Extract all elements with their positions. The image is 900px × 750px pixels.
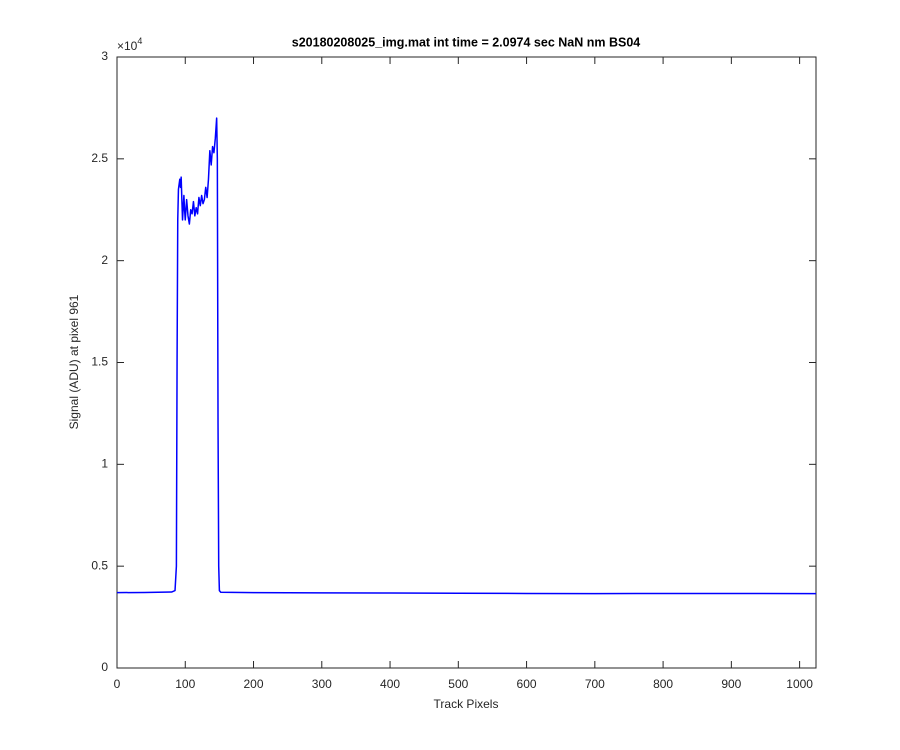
y-tick-label: 3 xyxy=(101,49,108,63)
x-tick-label: 500 xyxy=(448,677,468,691)
x-tick-label: 900 xyxy=(721,677,741,691)
x-tick-label: 600 xyxy=(517,677,537,691)
plot-box xyxy=(116,56,817,669)
y-tick-label: 2 xyxy=(101,253,108,267)
series-line xyxy=(116,117,817,595)
x-tick-label: 700 xyxy=(585,677,605,691)
x-tick-label: 300 xyxy=(312,677,332,691)
x-tick-label: 200 xyxy=(244,677,264,691)
multiplier-exponent: 4 xyxy=(137,36,142,46)
x-tick-label: 400 xyxy=(380,677,400,691)
chart-title: s20180208025_img.mat int time = 2.0974 s… xyxy=(292,35,641,49)
y-tick-label: 2.5 xyxy=(91,151,108,165)
x-tick-label: 100 xyxy=(175,677,195,691)
y-tick-label: 1 xyxy=(101,457,108,471)
y-tick-label: 0.5 xyxy=(91,558,108,572)
y-axis-label: Signal (ADU) at pixel 961 xyxy=(67,294,81,429)
x-tick-label: 0 xyxy=(114,677,121,691)
multiplier-base: ×10 xyxy=(117,39,138,53)
y-tick-label: 1.5 xyxy=(91,355,108,369)
x-axis-label: Track Pixels xyxy=(434,697,499,711)
x-tick-label: 800 xyxy=(653,677,673,691)
y-multiplier: ×104 xyxy=(117,36,142,53)
x-tick-label: 1000 xyxy=(786,677,813,691)
y-tick-label: 0 xyxy=(101,660,108,674)
